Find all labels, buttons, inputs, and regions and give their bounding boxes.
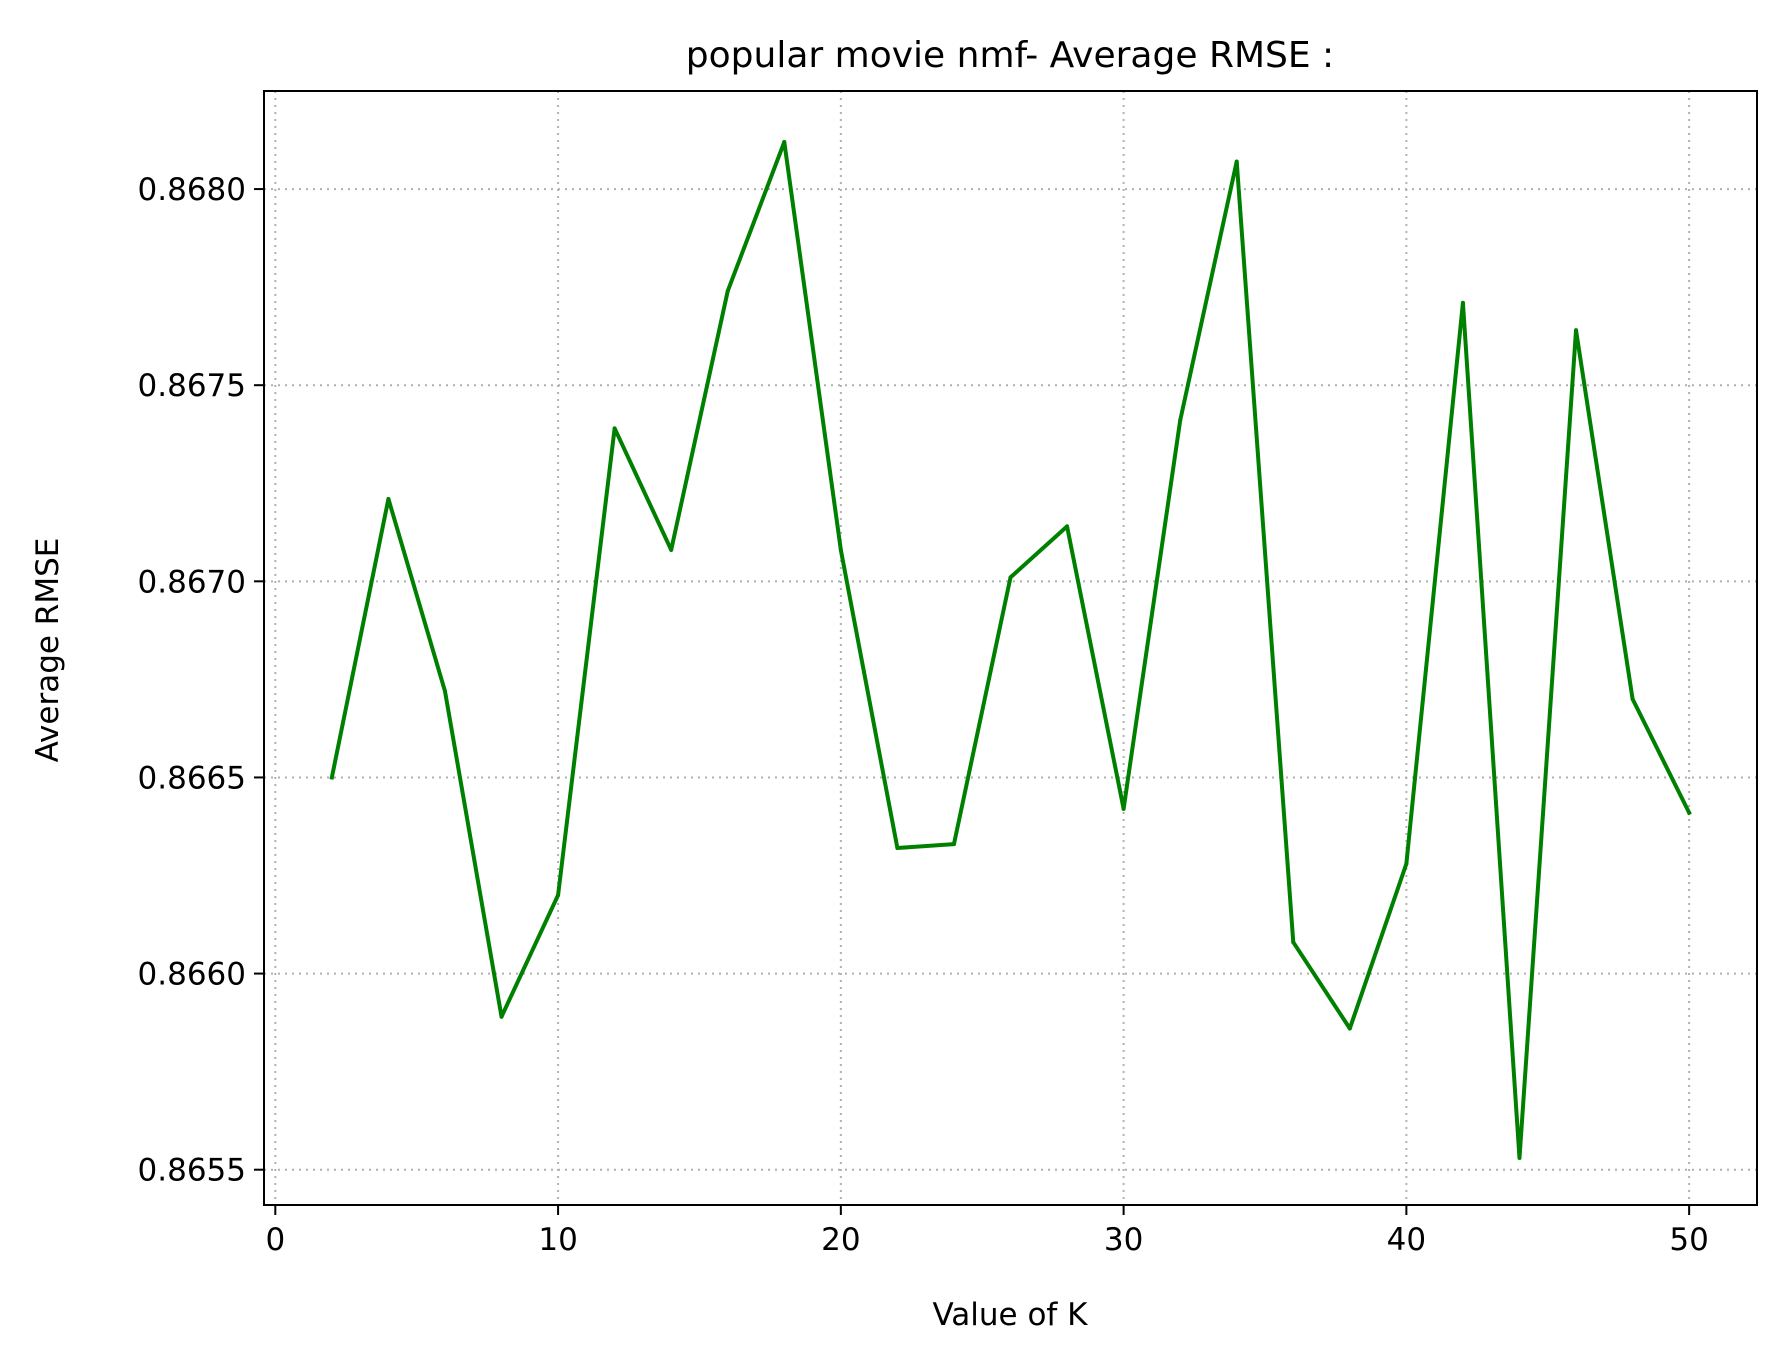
data-point bbox=[1460, 300, 1465, 305]
data-point bbox=[1008, 575, 1013, 580]
data-point bbox=[725, 289, 730, 294]
data-point bbox=[329, 775, 334, 780]
series-layer bbox=[329, 139, 1692, 1160]
data-point bbox=[895, 846, 900, 851]
x-tick-label: 10 bbox=[538, 1222, 577, 1258]
y-tick-label: 0.8680 bbox=[138, 172, 246, 208]
data-point bbox=[442, 689, 447, 694]
data-point bbox=[1065, 524, 1070, 529]
y-tick-label: 0.8670 bbox=[138, 564, 246, 600]
x-tick-label: 0 bbox=[265, 1222, 285, 1258]
data-point bbox=[556, 893, 561, 898]
y-tick-label: 0.8665 bbox=[138, 760, 246, 796]
x-axis-ticks: 0 10 20 30 40 50 bbox=[265, 1205, 1709, 1258]
data-point bbox=[1404, 861, 1409, 866]
data-point bbox=[1291, 940, 1296, 945]
data-point bbox=[612, 426, 617, 431]
data-point bbox=[386, 496, 391, 501]
x-tick-label: 40 bbox=[1387, 1222, 1426, 1258]
plot-frame bbox=[263, 90, 1758, 1206]
data-point bbox=[1630, 696, 1635, 701]
data-point bbox=[1687, 810, 1692, 815]
data-point bbox=[669, 547, 674, 552]
x-tick-label: 50 bbox=[1669, 1222, 1708, 1258]
data-point bbox=[1234, 159, 1239, 164]
y-tick-label: 0.8675 bbox=[138, 368, 246, 404]
x-axis-label: Value of K bbox=[932, 1297, 1088, 1333]
data-point bbox=[1574, 328, 1579, 333]
x-tick-label: 20 bbox=[821, 1222, 860, 1258]
data-point bbox=[1517, 1155, 1522, 1160]
data-point bbox=[1347, 1026, 1352, 1031]
y-axis-ticks: 0.8655 0.8660 0.8665 0.8670 0.8675 0.8680 bbox=[138, 172, 264, 1189]
data-point bbox=[951, 842, 956, 847]
y-tick-label: 0.8660 bbox=[138, 957, 246, 993]
data-point bbox=[499, 1014, 504, 1019]
data-point bbox=[838, 547, 843, 552]
y-axis-label: Average RMSE bbox=[30, 538, 66, 763]
y-tick-label: 0.8655 bbox=[138, 1153, 246, 1189]
chart-title: popular movie nmf- Average RMSE : bbox=[686, 35, 1334, 76]
data-point bbox=[1178, 418, 1183, 423]
data-point bbox=[1121, 806, 1126, 811]
x-tick-label: 30 bbox=[1104, 1222, 1143, 1258]
data-point bbox=[782, 139, 787, 144]
